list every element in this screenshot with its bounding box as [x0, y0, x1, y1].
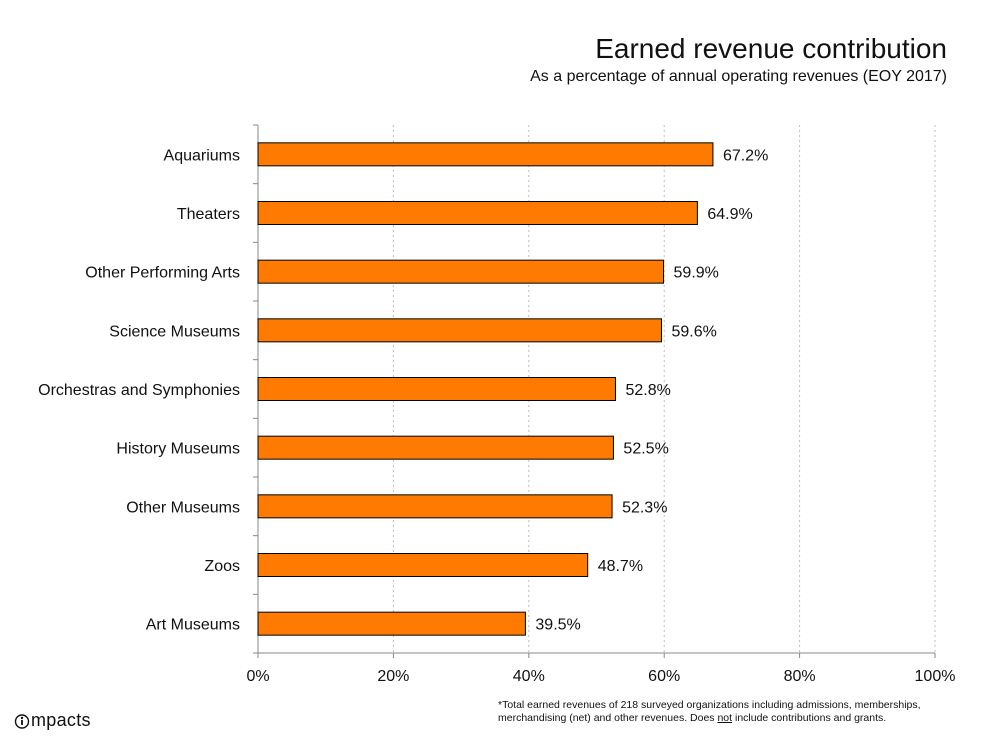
bar	[257, 435, 614, 460]
data-label: 52.8%	[625, 382, 670, 399]
x-tick-label: 20%	[377, 668, 409, 685]
category-label: History Museums	[116, 441, 240, 458]
x-tick-label: 0%	[246, 668, 269, 685]
category-label: Aquariums	[164, 147, 240, 164]
x-tick-label: 40%	[513, 668, 545, 685]
data-label: 67.2%	[723, 147, 768, 164]
x-tick-label: 80%	[784, 668, 816, 685]
footnote-emphasis: not	[717, 712, 733, 724]
category-label: Science Museums	[109, 323, 240, 340]
bar	[257, 611, 526, 636]
labels: 0% 20% 40% 60% 80% 100% Aquariums 67.2% Theaters…	[38, 147, 955, 685]
chart-title: Earned revenue contribution	[595, 33, 947, 64]
data-label: 48.7%	[598, 558, 643, 575]
impacts-logo: mpacts	[14, 710, 91, 731]
category-label: Other Performing Arts	[85, 265, 240, 282]
category-label: Orchestras and Symphonies	[38, 382, 240, 399]
bar	[257, 142, 714, 167]
x-tick-label: 60%	[648, 668, 680, 685]
bar-chart: 0% 20% 40% 60% 80% 100% Aquariums 67.2% Theaters…	[38, 124, 955, 685]
bar	[257, 259, 665, 284]
bar	[257, 201, 698, 225]
bar	[257, 494, 613, 519]
category-label: Theaters	[177, 206, 240, 223]
data-label: 39.5%	[535, 617, 580, 634]
logo-text: mpacts	[31, 710, 91, 730]
data-label: 52.3%	[622, 499, 667, 516]
x-tick-label: 100%	[915, 668, 956, 685]
chart-subtitle: As a percentage of annual operating reve…	[530, 68, 947, 85]
category-label: Art Museums	[146, 617, 240, 634]
bar	[257, 377, 616, 401]
footnote-text: *Total earned revenues of 218 surveyed o…	[498, 699, 921, 724]
category-label: Zoos	[204, 558, 240, 575]
data-label: 64.9%	[707, 206, 752, 223]
bar	[257, 318, 662, 343]
bars	[257, 142, 714, 636]
impacts-logo-icon	[14, 713, 30, 729]
category-label: Other Museums	[126, 499, 240, 516]
data-label: 59.9%	[674, 265, 719, 282]
footnote: *Total earned revenues of 218 surveyed o…	[498, 699, 968, 725]
data-label: 59.6%	[671, 323, 716, 340]
bar	[257, 553, 589, 577]
footnote-text-end: include contributions and grants.	[732, 712, 887, 724]
data-label: 52.5%	[623, 441, 668, 458]
